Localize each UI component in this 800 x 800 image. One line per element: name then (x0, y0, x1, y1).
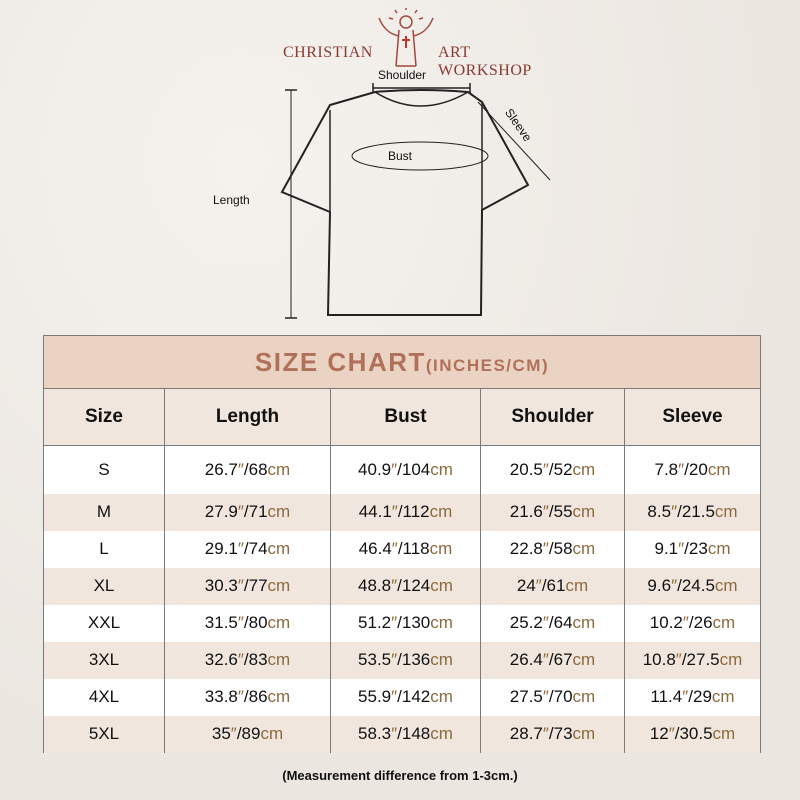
measure-cell: 20.5″/52cm (480, 445, 625, 494)
shoulder-label: Shoulder (378, 68, 427, 82)
size-cell: M (43, 493, 165, 531)
measure-cell: 40.9″/104cm (330, 445, 481, 494)
measure-cell: 7.8″/20cm (624, 445, 761, 494)
size-chart-title: SIZE CHART(INCHES/CM) (43, 335, 761, 389)
measure-cell: 21.6″/55cm (480, 493, 625, 531)
measure-cell: 33.8″/86cm (164, 678, 331, 716)
jesus-figure-icon (378, 8, 434, 67)
header-shoulder: Shoulder (480, 388, 625, 446)
measure-cell: 9.1″/23cm (624, 530, 761, 568)
measure-cell: 46.4″/118cm (330, 530, 481, 568)
measure-cell: 22.8″/58cm (480, 530, 625, 568)
header-bust: Bust (330, 388, 481, 446)
measure-cell: 10.2″/26cm (624, 604, 761, 642)
size-chart-table: SIZE CHART(INCHES/CM) Size Length Bust S… (43, 335, 761, 753)
measurement-note: (Measurement difference from 1-3cm.) (282, 768, 518, 783)
measure-cell: 55.9″/142cm (330, 678, 481, 716)
table-row: 3XL 32.6″/83cm 53.5″/136cm 26.4″/67cm 10.8″/… (43, 641, 761, 679)
measure-cell: 29.1″/74cm (164, 530, 331, 568)
size-cell: S (43, 445, 165, 494)
size-cell: 3XL (43, 641, 165, 679)
size-cell: XXL (43, 604, 165, 642)
size-cell: 5XL (43, 715, 165, 753)
brand-left: CHRISTIAN (283, 44, 373, 61)
table-row: XL 30.3″/77cm 48.8″/124cm 24″/61cm 9.6″/24.5… (43, 567, 761, 605)
measure-cell: 12″/30.5cm (624, 715, 761, 753)
measure-cell: 26.4″/67cm (480, 641, 625, 679)
measure-cell: 25.2″/64cm (480, 604, 625, 642)
header-length: Length (164, 388, 331, 446)
table-row: M 27.9″/71cm 44.1″/112cm 21.6″/55cm 8.5″/21.… (43, 493, 761, 531)
measure-cell: 28.7″/73cm (480, 715, 625, 753)
table-row: S 26.7″/68cm 40.9″/104cm 20.5″/52cm 7.8″/20c… (43, 445, 761, 494)
size-cell: XL (43, 567, 165, 605)
measure-cell: 51.2″/130cm (330, 604, 481, 642)
measure-cell: 11.4″/29cm (624, 678, 761, 716)
measure-cell: 30.3″/77cm (164, 567, 331, 605)
table-row: L 29.1″/74cm 46.4″/118cm 22.8″/58cm 9.1″/23c… (43, 530, 761, 568)
size-cell: 4XL (43, 678, 165, 716)
measure-cell: 8.5″/21.5cm (624, 493, 761, 531)
bust-label: Bust (388, 149, 413, 163)
length-label: Length (213, 193, 250, 207)
measure-cell: 44.1″/112cm (330, 493, 481, 531)
measure-cell: 27.5″/70cm (480, 678, 625, 716)
measure-cell: 32.6″/83cm (164, 641, 331, 679)
measure-cell: 10.8″/27.5cm (624, 641, 761, 679)
measure-cell: 26.7″/68cm (164, 445, 331, 494)
brand-logo: CHRISTIAN ART WORKSHOP (283, 8, 568, 79)
measure-cell: 58.3″/148cm (330, 715, 481, 753)
header-size: Size (43, 388, 165, 446)
measure-cell: 27.9″/71cm (164, 493, 331, 531)
measure-cell: 48.8″/124cm (330, 567, 481, 605)
table-row: XXL 31.5″/80cm 51.2″/130cm 25.2″/64cm 10.2″/… (43, 604, 761, 642)
measure-cell: 31.5″/80cm (164, 604, 331, 642)
brand-right: ART WORKSHOP (438, 44, 532, 79)
tshirt-diagram (280, 83, 551, 319)
measure-cell: 9.6″/24.5cm (624, 567, 761, 605)
measure-cell: 53.5″/136cm (330, 641, 481, 679)
size-cell: L (43, 530, 165, 568)
measure-cell: 24″/61cm (480, 567, 625, 605)
header-sleeve: Sleeve (624, 388, 761, 446)
table-row: 4XL 33.8″/86cm 55.9″/142cm 27.5″/70cm 11.4″/… (43, 678, 761, 716)
table-row: 5XL 35″/89cm 58.3″/148cm 28.7″/73cm 12″/30.5… (43, 715, 761, 753)
measure-cell: 35″/89cm (164, 715, 331, 753)
